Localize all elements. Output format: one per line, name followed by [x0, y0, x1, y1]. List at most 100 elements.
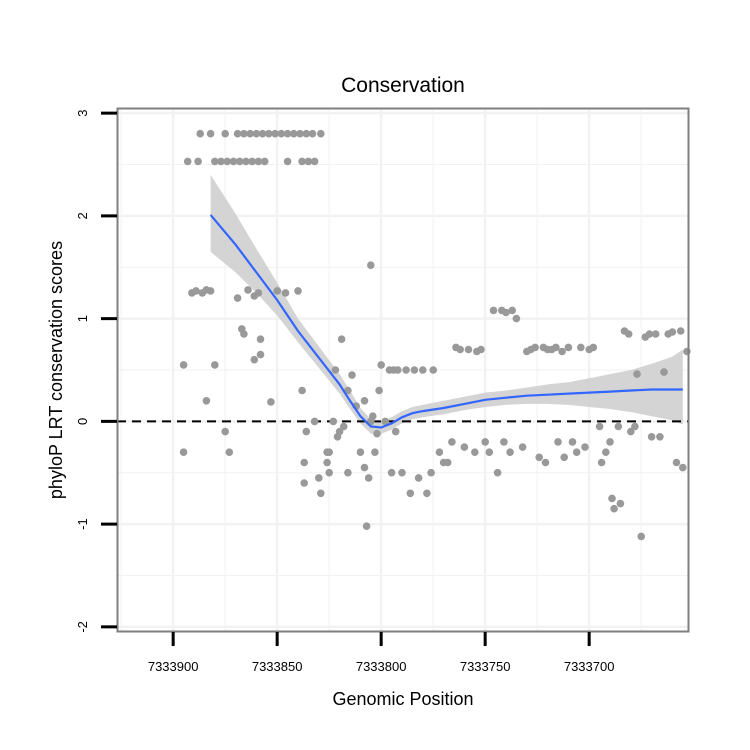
data-point	[246, 129, 254, 138]
x-tick-label: 7333700	[564, 659, 615, 674]
data-point	[202, 397, 211, 405]
data-point	[410, 366, 419, 374]
data-point	[283, 129, 292, 138]
data-point	[595, 422, 604, 431]
data-point	[242, 157, 250, 166]
data-point	[360, 397, 369, 405]
y-tick-label: 1	[75, 315, 90, 322]
data-point	[298, 386, 306, 395]
data-point	[206, 287, 215, 295]
data-point	[597, 458, 606, 467]
data-point	[391, 427, 400, 436]
data-point	[637, 532, 645, 541]
x-tick-label: 7333800	[356, 659, 407, 674]
axis-layer: 7333900 7333850 7333800 7333750 7333700 -2 -1 0…	[75, 109, 614, 674]
data-point	[508, 306, 516, 315]
data-point	[240, 330, 248, 338]
data-point	[647, 433, 656, 441]
data-point	[535, 453, 543, 462]
data-point	[192, 287, 200, 295]
data-point	[260, 157, 269, 166]
data-point	[402, 366, 410, 374]
y-tick-label: 2	[75, 212, 90, 219]
x-tick-label: 7333900	[148, 659, 199, 674]
data-point	[300, 458, 309, 467]
data-point	[564, 343, 573, 352]
data-point	[254, 157, 263, 166]
data-point	[229, 157, 238, 166]
data-point	[541, 458, 550, 467]
data-point	[493, 468, 502, 477]
data-point	[427, 468, 435, 477]
data-point	[502, 308, 510, 317]
y-tick-label: -2	[75, 621, 90, 633]
data-point	[248, 157, 256, 166]
data-point	[464, 345, 473, 354]
data-point	[610, 504, 618, 513]
data-point	[325, 448, 334, 457]
data-point	[371, 448, 379, 457]
data-point	[518, 443, 527, 451]
data-point	[298, 157, 306, 166]
data-point	[631, 422, 639, 431]
data-point	[256, 335, 265, 344]
data-point	[627, 427, 635, 436]
data-point	[315, 474, 323, 482]
data-point	[443, 458, 452, 467]
data-point	[589, 343, 598, 352]
data-point	[369, 412, 377, 421]
data-point	[283, 157, 292, 166]
data-point	[265, 129, 273, 138]
data-point	[302, 129, 311, 138]
data-point	[616, 499, 625, 508]
data-point	[414, 474, 423, 482]
y-tick-label: -1	[75, 518, 90, 530]
data-point	[196, 129, 204, 138]
data-point	[624, 330, 633, 338]
y-tick-label: 0	[75, 418, 90, 425]
data-point	[235, 157, 244, 166]
data-point	[633, 370, 641, 378]
data-point	[656, 433, 664, 441]
data-point	[356, 448, 365, 457]
data-point	[325, 468, 334, 477]
data-point	[348, 371, 356, 379]
loess-smooth-line	[209, 214, 683, 429]
data-point	[460, 443, 469, 451]
data-point	[302, 427, 311, 436]
data-point	[506, 448, 514, 457]
data-point	[331, 366, 340, 374]
data-point	[651, 330, 660, 338]
data-point	[608, 494, 616, 503]
data-point	[335, 427, 344, 436]
data-point	[310, 417, 319, 426]
data-point	[394, 366, 402, 374]
data-point	[387, 468, 396, 477]
data-point	[211, 361, 219, 369]
data-point	[377, 361, 386, 369]
data-point	[223, 157, 231, 166]
data-point	[337, 335, 346, 344]
data-point	[568, 438, 577, 446]
data-point	[360, 463, 369, 472]
data-point	[672, 458, 681, 467]
data-point	[614, 422, 623, 431]
data-point	[398, 468, 406, 477]
data-point	[485, 448, 494, 457]
data-point	[668, 328, 677, 336]
smooth-line-layer	[209, 214, 683, 429]
data-point	[256, 350, 265, 359]
data-point	[581, 443, 589, 451]
data-point	[448, 438, 456, 446]
data-point	[676, 327, 685, 335]
data-point	[344, 386, 352, 395]
points-layer	[179, 129, 691, 541]
data-point	[267, 398, 275, 406]
data-point	[250, 292, 259, 300]
data-point	[221, 129, 229, 138]
confidence-ribbon	[210, 174, 683, 434]
data-point	[362, 522, 371, 530]
data-point	[294, 287, 302, 295]
data-point	[329, 417, 338, 426]
